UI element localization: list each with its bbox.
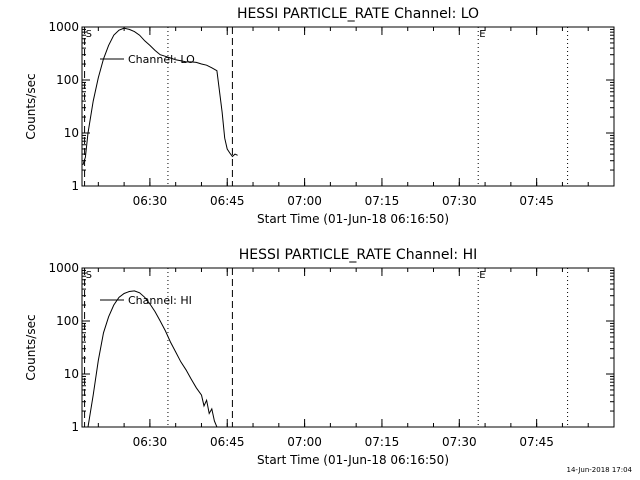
x-tick-label: 07:00 bbox=[287, 194, 322, 208]
plot-frame bbox=[81, 26, 615, 187]
x-tick-label: 06:45 bbox=[210, 435, 245, 449]
x-axis-label: Start Time (01-Jun-18 06:16:50) bbox=[257, 453, 449, 467]
y-tick-label: 1000 bbox=[48, 261, 79, 275]
y-tick-label: 1 bbox=[71, 179, 79, 193]
legend-label: Channel: LO bbox=[128, 53, 195, 66]
y-tick-label: 1 bbox=[71, 420, 79, 434]
time-marker-label: E bbox=[479, 29, 485, 40]
y-axis-label: Counts/sec bbox=[24, 73, 38, 139]
footer-timestamp: 14-Jun-2018 17:04 bbox=[566, 466, 633, 474]
time-marker-label: E bbox=[479, 270, 485, 281]
x-tick-label: 07:30 bbox=[442, 435, 477, 449]
series-line bbox=[87, 290, 218, 427]
x-tick-label: 07:45 bbox=[519, 194, 554, 208]
y-tick-label: 100 bbox=[56, 73, 79, 87]
x-tick-label: 07:15 bbox=[365, 435, 400, 449]
x-tick-label: 06:30 bbox=[133, 435, 168, 449]
legend-label: Channel: HI bbox=[128, 294, 192, 307]
x-tick-label: 07:30 bbox=[442, 194, 477, 208]
y-tick-label: 10 bbox=[64, 126, 79, 140]
y-tick-label: 1000 bbox=[48, 20, 79, 34]
y-tick-label: 100 bbox=[56, 314, 79, 328]
x-tick-label: 06:30 bbox=[133, 194, 168, 208]
x-tick-label: 07:45 bbox=[519, 435, 554, 449]
y-tick-label: 10 bbox=[64, 367, 79, 381]
time-marker-label: S bbox=[86, 29, 92, 40]
chart-panel-2: HESSI PARTICLE_RATE Channel: HI 1 10 100 100… bbox=[24, 247, 615, 467]
x-tick-label: 06:45 bbox=[210, 194, 245, 208]
x-axis-label: Start Time (01-Jun-18 06:16:50) bbox=[257, 212, 449, 226]
chart-title: HESSI PARTICLE_RATE Channel: HI bbox=[239, 247, 477, 263]
x-tick-label: 07:00 bbox=[287, 435, 322, 449]
series-line bbox=[82, 27, 238, 166]
y-axis-label: Counts/sec bbox=[24, 314, 38, 380]
chart-panel-1: HESSI PARTICLE_RATE Channel: LO 1 10 100 100… bbox=[24, 6, 615, 226]
plot-frame bbox=[81, 267, 615, 428]
chart-title: HESSI PARTICLE_RATE Channel: LO bbox=[237, 6, 479, 22]
x-tick-label: 07:15 bbox=[365, 194, 400, 208]
time-marker-label: S bbox=[86, 270, 92, 281]
